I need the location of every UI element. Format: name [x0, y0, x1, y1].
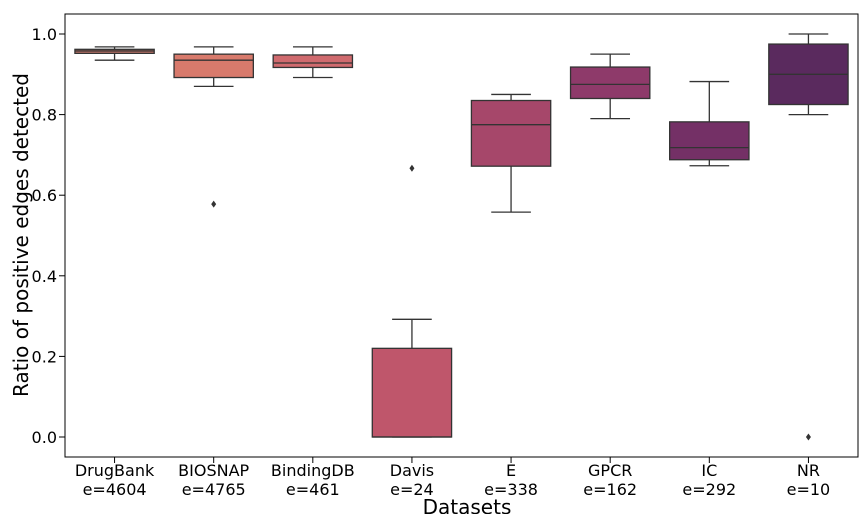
- y-tick-label: 1.0: [32, 25, 57, 44]
- outlier-point: [805, 433, 811, 441]
- y-tick-label: 0.2: [32, 347, 57, 366]
- x-axis-title: Datasets: [423, 495, 512, 514]
- y-axis-title: Ratio of positive edges detected: [9, 73, 33, 397]
- y-tick-label: 0.4: [32, 267, 57, 286]
- x-tick-label: E: [506, 461, 516, 480]
- box-group: [272, 46, 354, 79]
- x-tick-label: DrugBank: [75, 461, 155, 480]
- x-tick-label: IC: [701, 461, 717, 480]
- iqr-box: [173, 53, 254, 79]
- x-tick-label: Davis: [390, 461, 434, 480]
- plot-area-frame: [64, 13, 859, 458]
- box-group: [371, 164, 453, 438]
- x-tick-count-label: e=4604: [83, 480, 147, 499]
- box-group: [768, 33, 849, 441]
- y-axis: 0.0 0.2 0.4 0.6 0.8 1.0: [32, 25, 65, 447]
- outlier-point: [409, 164, 415, 172]
- x-tick-count-label: e=4765: [182, 480, 246, 499]
- iqr-box: [669, 121, 750, 161]
- y-tick-label: 0.6: [32, 186, 57, 205]
- x-tick-label: BindingDB: [271, 461, 355, 480]
- box-group: [470, 93, 552, 213]
- x-tick-label: BIOSNAP: [178, 461, 249, 480]
- box-group: [173, 46, 254, 208]
- box-group: [74, 46, 155, 61]
- iqr-box: [371, 347, 453, 438]
- x-tick-count-label: e=162: [583, 480, 637, 499]
- iqr-box: [272, 54, 354, 69]
- box-group: [669, 80, 750, 167]
- x-tick-count-label: e=461: [286, 480, 340, 499]
- iqr-box: [470, 99, 552, 167]
- x-tick-label: NR: [797, 461, 820, 480]
- iqr-box: [569, 66, 651, 100]
- x-tick-count-label: e=10: [787, 480, 831, 499]
- x-tick-label: GPCR: [588, 461, 632, 480]
- y-tick-label: 0.8: [32, 106, 57, 125]
- outlier-point: [211, 200, 217, 208]
- box-marks: [74, 33, 849, 441]
- x-tick-count-label: e=338: [484, 480, 538, 499]
- box-group: [569, 53, 651, 120]
- y-tick-label: 0.0: [32, 428, 57, 447]
- x-tick-count-label: e=292: [682, 480, 736, 499]
- x-tick-count-label: e=24: [390, 480, 434, 499]
